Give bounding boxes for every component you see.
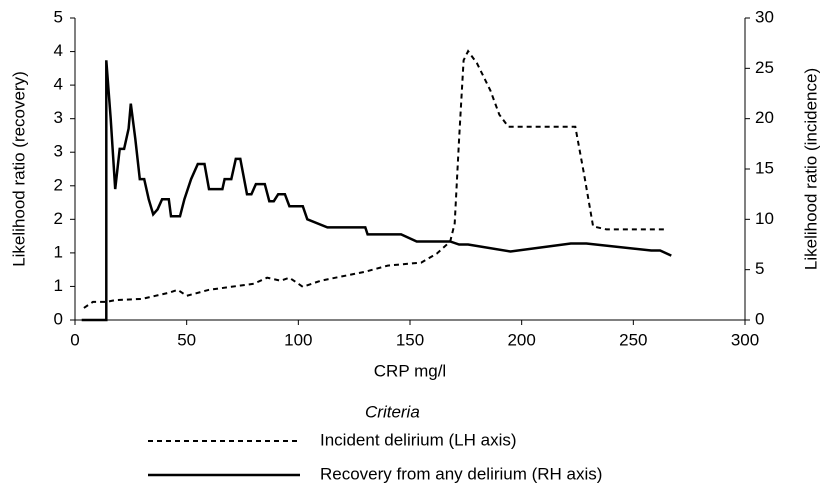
x-tick-label: 300 [731, 330, 759, 349]
x-tick-label: 0 [70, 330, 79, 349]
y2-tick-label: 15 [755, 158, 774, 177]
series-line [83, 49, 667, 309]
legend-title: Criteria [365, 402, 420, 421]
x-tick-label: 250 [619, 330, 647, 349]
x-tick-label: 200 [507, 330, 535, 349]
y2-tick-label: 30 [755, 7, 774, 26]
y-tick-label: 5 [54, 7, 63, 26]
y-tick-label: 4 [54, 41, 63, 60]
y-tick-label: 2 [54, 209, 63, 228]
x-tick-label: 150 [396, 330, 424, 349]
legend-label: Incident delirium (LH axis) [320, 430, 517, 449]
y2-tick-label: 25 [755, 58, 774, 77]
y2-tick-label: 0 [755, 309, 764, 328]
y-tick-label: 0 [54, 309, 63, 328]
y-tick-label: 1 [54, 276, 63, 295]
series-line [81, 60, 672, 322]
y2-tick-label: 20 [755, 108, 774, 127]
y2-axis-title: Likelihood ratio (incidence) [801, 68, 820, 270]
y2-tick-label: 5 [755, 259, 764, 278]
y-tick-label: 2 [54, 175, 63, 194]
y-tick-label: 1 [54, 242, 63, 261]
y-axis-title: Likelihood ratio (recovery) [9, 71, 28, 267]
legend-label: Recovery from any delirium (RH axis) [320, 464, 602, 483]
y-tick-label: 4 [54, 75, 63, 94]
y2-tick-label: 10 [755, 209, 774, 228]
x-tick-label: 100 [284, 330, 312, 349]
y-tick-label: 3 [54, 142, 63, 161]
x-axis-title: CRP mg/l [374, 361, 446, 380]
x-tick-label: 50 [177, 330, 196, 349]
y-tick-label: 3 [54, 108, 63, 127]
